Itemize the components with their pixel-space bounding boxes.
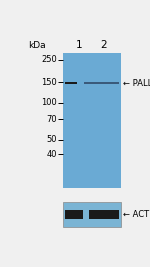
Text: 100: 100 [41, 99, 57, 108]
Text: 150: 150 [41, 78, 57, 87]
Text: 40: 40 [47, 150, 57, 159]
Bar [65, 82, 77, 84]
Text: 70: 70 [46, 115, 57, 124]
Text: 1: 1 [76, 40, 83, 50]
Bar [65, 210, 83, 219]
Bar [88, 210, 119, 219]
Bar [63, 53, 121, 188]
Text: ← PALLD: ← PALLD [123, 78, 150, 88]
Text: 50: 50 [47, 135, 57, 144]
Text: kDa: kDa [28, 41, 46, 50]
Bar [84, 82, 119, 84]
Bar [63, 202, 121, 227]
Text: ← ACTB: ← ACTB [123, 210, 150, 219]
Text: 250: 250 [41, 55, 57, 64]
Text: 2: 2 [100, 40, 107, 50]
